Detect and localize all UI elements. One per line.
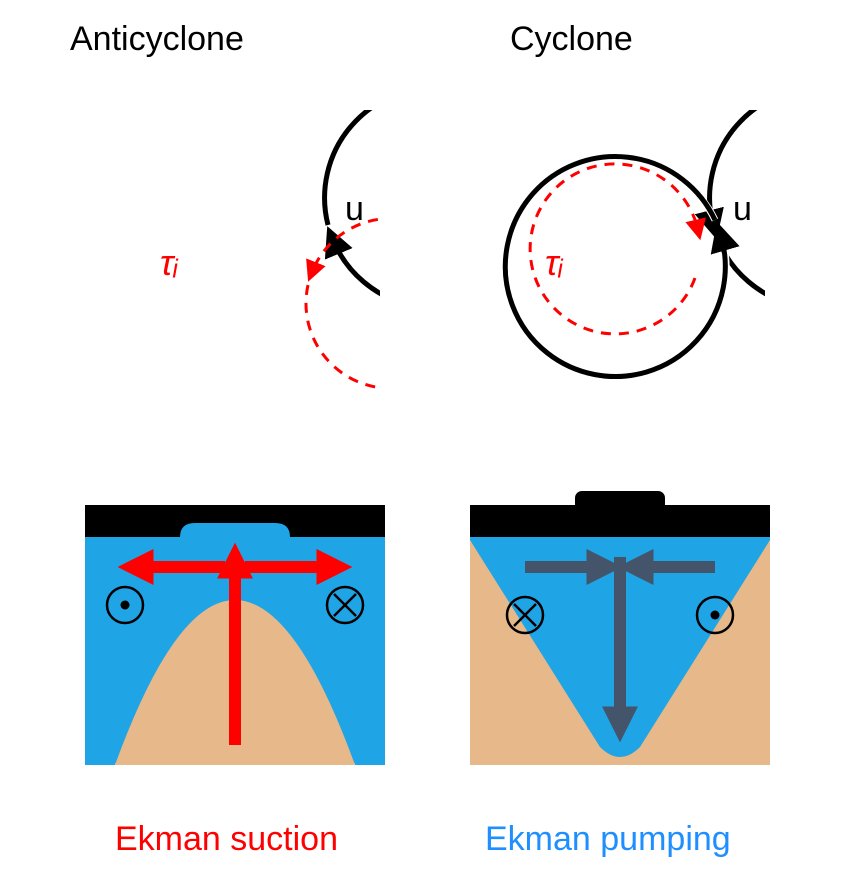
title-cyclone: Cyclone [510, 20, 633, 59]
u-label: u [733, 190, 752, 228]
inner-circle-cw [306, 218, 380, 388]
circle-diagram-anticyclone: u τᵢ [80, 110, 380, 410]
u-label: u [345, 190, 364, 228]
outer-circle-cw-final [505, 157, 725, 377]
caption-pumping: Ekman pumping [485, 820, 731, 859]
crosssection-pumping [465, 485, 775, 775]
tau-label: τᵢ [160, 242, 178, 283]
page: Anticyclone Cyclone u τᵢ [0, 0, 846, 894]
crosssection-suction [80, 495, 390, 775]
surface-bulge-up [180, 523, 290, 537]
tau-label: τᵢ [545, 242, 563, 283]
caption-suction: Ekman suction [115, 820, 338, 859]
surface-bulge-up-black [575, 491, 665, 511]
circle-diagram-cyclone: u τᵢ [465, 110, 765, 410]
title-anticyclone: Anticyclone [70, 20, 244, 59]
